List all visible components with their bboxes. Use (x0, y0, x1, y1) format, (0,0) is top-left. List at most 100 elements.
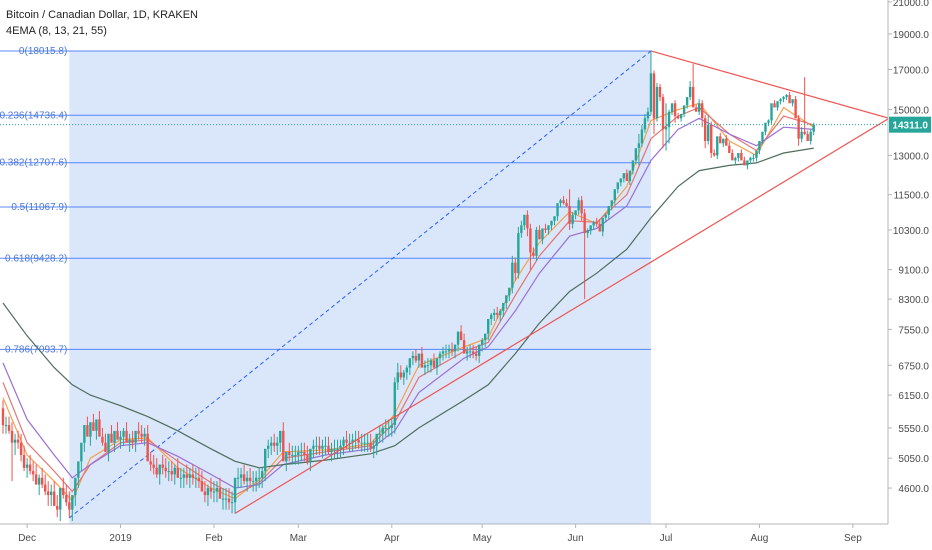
candle-body (77, 461, 80, 478)
candle-body (333, 448, 336, 450)
candle-body (553, 216, 556, 221)
candle (622, 173, 626, 183)
candle (155, 458, 158, 478)
candle (300, 442, 303, 462)
candle-body (140, 433, 143, 437)
candle (526, 210, 529, 237)
candle (408, 358, 412, 375)
candle (713, 149, 716, 157)
candle-body (80, 442, 83, 462)
candle (86, 416, 89, 437)
candle-body (538, 229, 541, 240)
candle-body (28, 464, 32, 472)
candle (291, 445, 294, 465)
candle (110, 425, 113, 443)
candle-body (89, 422, 92, 437)
candle (270, 436, 273, 456)
candle (502, 302, 505, 317)
candle (697, 99, 701, 115)
candle-body (137, 430, 140, 434)
candle-body (4, 425, 8, 427)
candle-body (31, 471, 35, 475)
candle-body (634, 148, 638, 161)
candle-body (22, 455, 26, 468)
candle (294, 445, 297, 465)
candle-body (595, 222, 598, 224)
candle-body (306, 455, 309, 462)
candle (170, 461, 173, 482)
candle (227, 488, 231, 510)
candle (583, 208, 586, 300)
candle (363, 433, 366, 452)
candle (761, 131, 764, 145)
last-price-tag-label: 14311.0 (892, 121, 928, 132)
candle-body (134, 430, 137, 443)
candle (508, 287, 511, 302)
candle (402, 370, 406, 385)
candle-body (405, 367, 409, 373)
candle (206, 484, 210, 506)
candle-body (652, 73, 656, 119)
candle-body (285, 451, 288, 462)
candle (28, 455, 32, 475)
candle-body (788, 95, 791, 104)
candle-body (152, 464, 155, 468)
candle (393, 377, 396, 434)
candle (282, 422, 285, 462)
candle (16, 430, 20, 449)
candle-body (664, 127, 668, 130)
candle (794, 96, 797, 119)
candle (276, 436, 279, 456)
candle-body (257, 477, 261, 479)
candle (743, 156, 746, 166)
candle-body (658, 86, 662, 98)
candle-body (613, 189, 616, 201)
candle-body (83, 425, 86, 443)
candle (758, 140, 761, 155)
candle-body (435, 358, 439, 368)
candle (487, 318, 490, 341)
candle (438, 351, 442, 366)
candle (369, 433, 372, 452)
candle-body (384, 427, 387, 429)
candle-body (68, 502, 71, 510)
ema-line-ema8 (2, 102, 815, 502)
candle-body (459, 331, 463, 341)
candle-body (583, 213, 586, 234)
candle (366, 433, 369, 452)
time-tick-label: Jul (660, 533, 673, 544)
candle-body (339, 445, 342, 449)
fib-zone (69, 50, 651, 524)
candle (173, 464, 176, 485)
candle-body (86, 425, 89, 437)
candle (716, 136, 719, 160)
candle-body (797, 118, 800, 139)
last-price-tag-bg (889, 116, 931, 133)
time-tick-label: Mar (290, 533, 308, 544)
candle-body (348, 442, 351, 444)
candle (4, 416, 8, 434)
candle (664, 103, 668, 151)
candle-body (366, 442, 369, 444)
candle (580, 196, 583, 221)
candle-body (773, 103, 776, 108)
plot-area: 0(18015.8) 0.236(14736.4) 0.382(12707.6) 0.… (0, 46, 888, 524)
candle (474, 346, 478, 361)
candle (595, 217, 598, 227)
candle-body (755, 150, 758, 158)
price-axis: 21000.0 19000.0 17000.0 15000.0 13000.0 11500… (887, 0, 931, 524)
candle (47, 481, 50, 506)
candle-body (375, 433, 378, 446)
candle-body (761, 131, 764, 141)
candle-body (508, 287, 511, 296)
candle (327, 436, 330, 456)
candle (260, 467, 264, 489)
candle-body (197, 477, 201, 482)
candle (411, 351, 415, 366)
candle-body (176, 467, 179, 478)
candle-body (586, 229, 589, 234)
candle-body (550, 220, 553, 226)
candle (571, 211, 574, 229)
candle-body (315, 445, 318, 447)
